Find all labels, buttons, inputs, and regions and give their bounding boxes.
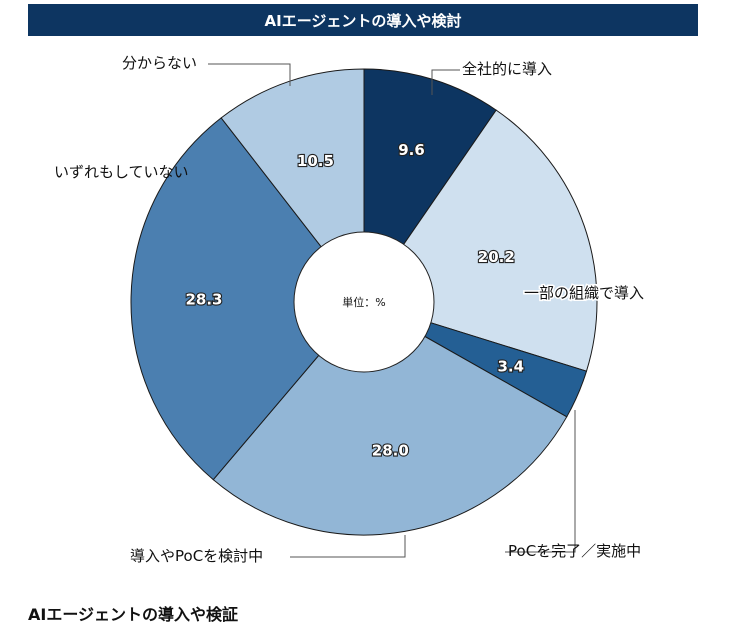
- leader-line-poc-kanryo: [505, 410, 576, 553]
- value-label-wakaranai: 10.5: [297, 152, 334, 170]
- category-label-ichibu: 一部の組織で導入: [524, 284, 644, 302]
- value-label-zensha: 9.6: [398, 141, 425, 159]
- category-label-poc-kanryo: PoCを完了／実施中: [508, 542, 641, 560]
- value-label-poc-kanryo: 3.4: [498, 358, 525, 376]
- leader-line-zensha: [431, 69, 460, 95]
- category-label-izuremo: いずれもしていない: [54, 163, 189, 181]
- leader-line-wakaranai: [208, 63, 291, 86]
- leader-line-kentou: [290, 535, 406, 558]
- slice-izuremo: [130, 117, 365, 481]
- leader-lines: [208, 63, 576, 558]
- value-label-ichibu: 20.2: [478, 248, 515, 266]
- value-labels: 9.6 20.2 3.4 28.0 28.3 10.5: [184, 140, 525, 461]
- category-label-zensha: 全社的に導入: [462, 60, 552, 78]
- category-label-wakaranai: 分からない: [122, 54, 197, 72]
- slice-kentou: [212, 301, 568, 536]
- figure-caption: AIエージェントの導入や検証: [28, 605, 239, 624]
- chart-title: AIエージェントの導入や検討: [28, 4, 698, 36]
- value-label-kentou: 28.0: [372, 442, 409, 460]
- unit-label: 単位：%: [342, 295, 385, 309]
- value-label-izuremo: 28.3: [185, 291, 222, 309]
- category-label-kentou: 導入やPoCを検討中: [130, 547, 263, 565]
- donut-hole: [293, 231, 435, 373]
